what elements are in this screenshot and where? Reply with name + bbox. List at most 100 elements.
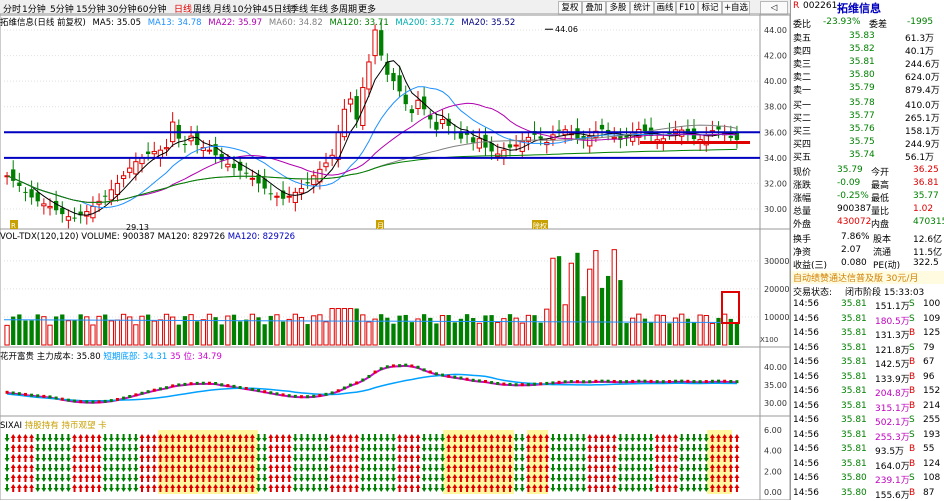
sixai-tick: 2.00	[764, 467, 782, 476]
flow-block	[54, 396, 58, 400]
tab-period-3[interactable]: 15分钟	[76, 5, 106, 15]
ma-line	[6, 60, 737, 216]
flow-block	[214, 382, 218, 385]
sell-arrow	[630, 444, 636, 452]
buy-arrow	[734, 454, 740, 462]
tab-period-0[interactable]: 分时	[3, 5, 22, 15]
tab-period-5[interactable]: 60分钟	[137, 5, 167, 15]
volume-bar	[532, 315, 537, 345]
sell-arrow	[311, 474, 317, 482]
sell-arrow	[41, 434, 47, 442]
volume-bar	[648, 322, 654, 345]
buy-arrow	[507, 484, 513, 492]
sell-arrow	[679, 434, 685, 442]
flow-block	[299, 395, 303, 399]
price-tick: 34.00	[764, 154, 787, 163]
buy-arrow	[587, 474, 593, 482]
event-marker[interactable]	[532, 220, 548, 229]
buy-arrow	[446, 444, 452, 452]
buy-arrow	[194, 464, 200, 472]
tab-period-12[interactable]: 年线	[310, 5, 329, 15]
tick-count: 108	[923, 473, 941, 483]
flow-tick: 40.00	[764, 363, 787, 372]
sell-arrow	[433, 434, 439, 442]
volume-bar	[11, 316, 16, 345]
buy-arrow	[409, 484, 415, 492]
bid-volume: 56.1万	[905, 153, 935, 163]
bid-label: 买四	[793, 140, 812, 150]
tab-period-7[interactable]: 周线	[193, 5, 212, 15]
tab-period-13[interactable]: 多周期	[330, 5, 358, 15]
quote-row: 14:56 35.81 180.5万 S 109	[791, 314, 944, 327]
sell-arrow	[685, 484, 691, 492]
volume-bar	[29, 320, 34, 345]
buy-arrow	[409, 454, 415, 462]
buy-arrow	[219, 454, 225, 462]
volume-bar	[618, 280, 623, 345]
tab-period-4[interactable]: 30分钟	[107, 5, 137, 15]
sell-arrow	[121, 434, 127, 442]
sell-arrow	[440, 434, 446, 442]
tab-period-11[interactable]: 季线	[290, 5, 309, 15]
ma-legend-item: MA120: 33.71	[326, 18, 389, 28]
flow-block	[73, 399, 77, 403]
volume-bar	[593, 250, 599, 346]
volume-bar	[206, 313, 213, 346]
flow-block	[385, 365, 389, 369]
tick-price: 35.81	[841, 299, 867, 309]
buy-arrow	[249, 444, 255, 452]
sell-arrow	[421, 474, 427, 482]
buy-arrow	[599, 434, 605, 442]
sell-arrow	[317, 454, 323, 462]
tick-volume: 93.5万	[875, 447, 905, 457]
buy-arrow	[206, 444, 212, 452]
buy-arrow	[10, 484, 16, 492]
flow-block	[600, 379, 604, 383]
buy-arrow	[354, 464, 360, 472]
tab-period-2[interactable]: 5分钟	[50, 5, 74, 15]
buy-arrow	[722, 444, 728, 452]
stat-value: -0.09	[837, 178, 861, 188]
tab-period-14[interactable]: 更多	[358, 5, 377, 15]
tab-period-1[interactable]: 1分钟	[22, 5, 46, 15]
event-marker[interactable]	[10, 220, 18, 229]
buy-arrow	[151, 434, 157, 442]
buy-arrow	[397, 444, 403, 452]
tick-time: 14:56	[793, 487, 819, 498]
flow-block	[717, 379, 721, 383]
tab-period-10[interactable]: 45日线	[262, 5, 292, 15]
sell-arrow	[127, 474, 133, 482]
sell-arrow	[53, 434, 59, 442]
tab-period-6[interactable]: 日线	[174, 5, 193, 15]
ask-volume: 61.3万	[905, 34, 935, 44]
buy-arrow	[666, 464, 672, 472]
buy-arrow	[22, 434, 28, 442]
buy-arrow	[452, 474, 458, 482]
sell-arrow	[685, 434, 691, 442]
kline-chart[interactable]: 44.00 42.00 40.00 38.00 36.00 34.00 32.00 30.00…	[0, 0, 790, 500]
buy-arrow	[90, 474, 96, 482]
flow-block	[11, 391, 15, 395]
flow-block	[569, 380, 573, 384]
promo-banner[interactable]: 自动绩赞通达信普及版 30元/月	[793, 274, 919, 284]
volume-bar	[292, 313, 298, 346]
stock-name: 拓维信息	[837, 2, 881, 15]
flow-block	[698, 380, 702, 384]
tab-period-8[interactable]: 月线	[213, 5, 232, 15]
buy-arrow	[470, 454, 476, 462]
tick-price: 35.81	[841, 371, 867, 382]
candle-body	[372, 29, 378, 57]
sell-arrow	[440, 464, 446, 472]
price-tick: 32.00	[764, 179, 787, 188]
tick-volume: 502.1万	[875, 418, 910, 428]
sell-arrow	[581, 444, 587, 452]
sell-arrow	[292, 464, 298, 472]
event-marker[interactable]	[376, 220, 384, 229]
tab-period-9[interactable]: 10分钟	[232, 5, 262, 15]
sell-arrow	[35, 464, 41, 472]
tick-volume: 133.9万	[875, 374, 910, 385]
sell-arrow	[102, 484, 108, 492]
buy-arrow	[157, 484, 163, 492]
volume-bar	[642, 318, 648, 345]
buy-arrow	[470, 444, 476, 452]
